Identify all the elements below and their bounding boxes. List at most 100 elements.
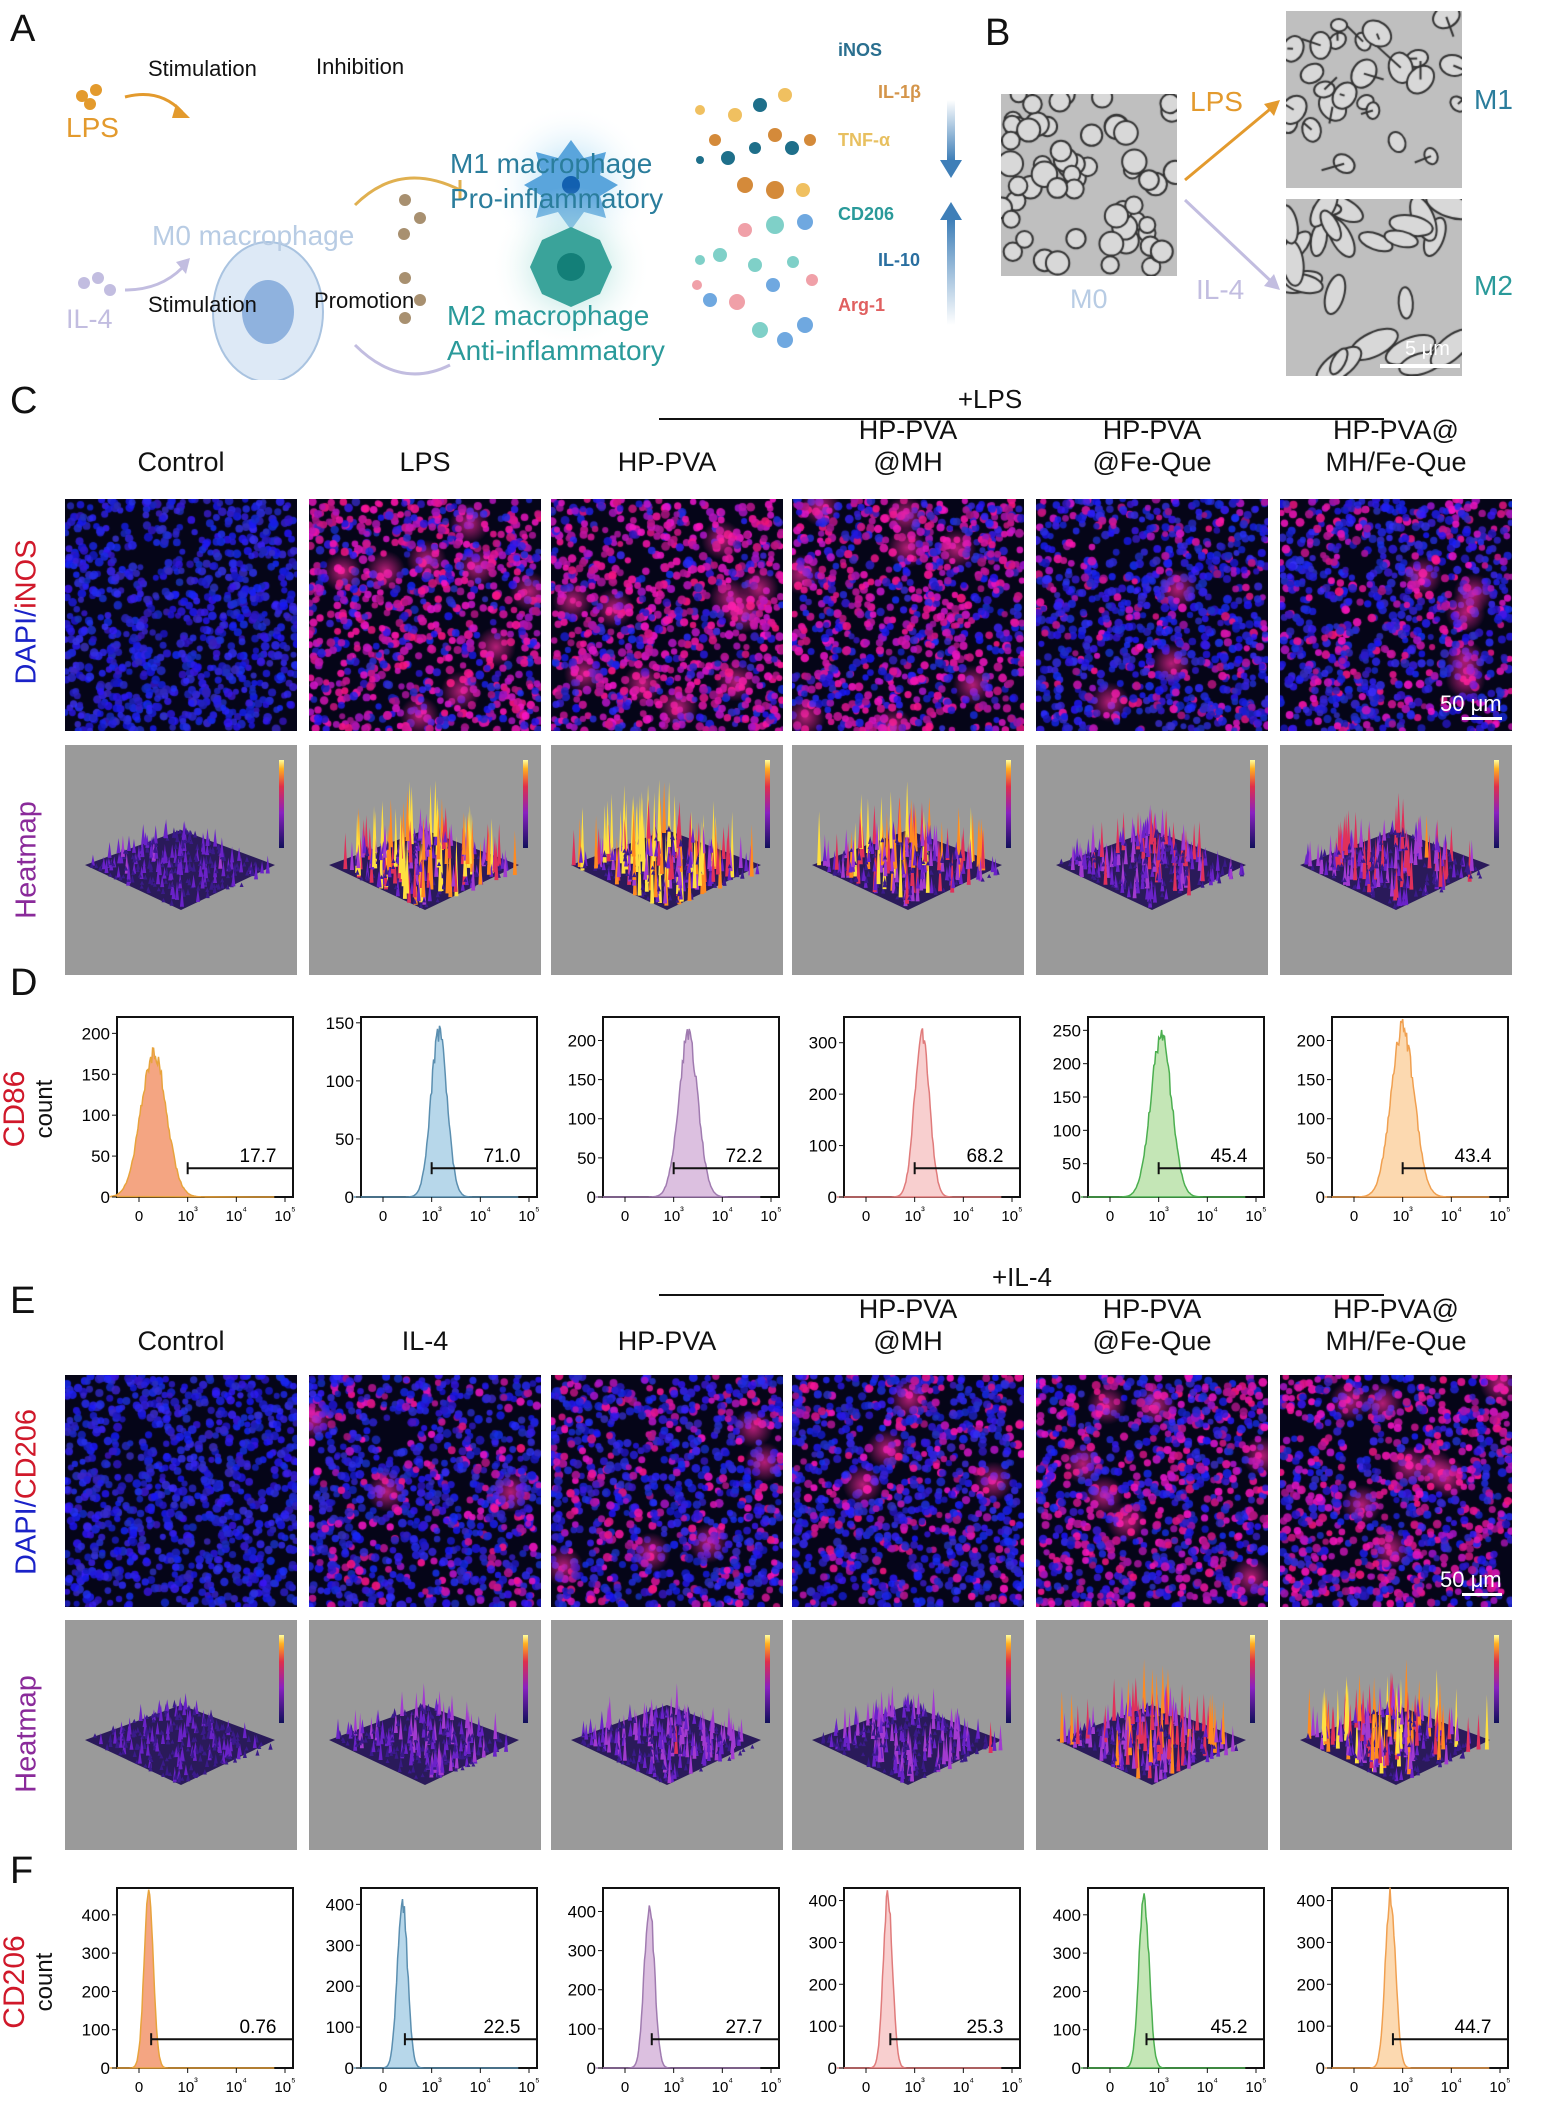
- x-tick-label: 10⁴: [226, 2076, 248, 2096]
- y-tick-label: 0: [345, 2059, 354, 2078]
- gate-marker: [672, 1162, 779, 1175]
- y-tick-label: 150: [1297, 1071, 1325, 1090]
- marker-cd206: CD206: [838, 204, 895, 224]
- m0-cell-icon: [212, 241, 324, 380]
- y-tick-label: 0: [587, 2059, 596, 2078]
- heatmap-colorbar: [1250, 760, 1255, 848]
- fluorescence-image: [551, 499, 783, 731]
- heatmap-surface: [1056, 760, 1255, 910]
- heatmap-plot: [309, 1620, 541, 1850]
- marker-inos: iNOS: [838, 40, 883, 60]
- x-tick-label: 10³: [1148, 2076, 1169, 2096]
- gate-marker: [150, 2033, 293, 2046]
- flow-histogram: 0 100 200 300 400 0 10³ 10⁴ 10⁵ 27.7: [558, 1878, 804, 2103]
- promotion-label: Promotion: [314, 288, 415, 313]
- x-tick-label: 10⁴: [953, 1205, 975, 1225]
- x-tick-label: 10⁴: [226, 1205, 248, 1225]
- heatmap-colorbar: [765, 760, 770, 848]
- heatmap-colorbar: [765, 1635, 770, 1723]
- x-tick-label: 10⁴: [712, 1205, 734, 1225]
- dapi-label: DAPI/: [10, 608, 43, 685]
- b-lps-label: LPS: [1190, 86, 1243, 117]
- marker-il10: IL-10: [878, 250, 921, 270]
- heatmap-plot: [792, 745, 1024, 975]
- column-header: HP-PVA @Fe-Que: [1092, 415, 1212, 477]
- gate-marker: [1145, 2033, 1264, 2046]
- stimulation-label: Stimulation: [148, 292, 257, 317]
- x-tick-label: 0: [379, 1208, 387, 1225]
- marker-il1b: IL-1β: [878, 82, 921, 102]
- m2-micrograph: [1286, 199, 1462, 376]
- x-tick-label: 10⁴: [470, 2076, 492, 2096]
- y-tick-label: 400: [82, 1906, 110, 1925]
- heatmap-colorbar: [279, 1635, 284, 1723]
- fluorescence-image: [1280, 499, 1512, 731]
- lps-label: LPS: [66, 112, 119, 143]
- flow-histogram: 0 50 100 150 200 250 0 10³ 10⁴ 10⁵ 45.4: [1043, 1007, 1289, 1232]
- y-tick-label: 0: [1072, 2059, 1081, 2078]
- scale-bar: [1462, 717, 1502, 720]
- x-tick-label: 10⁵: [1489, 1205, 1510, 1225]
- heatmap-surface: [812, 760, 1011, 910]
- lps-particles-icon: [76, 84, 102, 110]
- flow-histogram: 0 50 100 150 200 0 10³ 10⁴ 10⁵ 43.4: [1287, 1007, 1533, 1232]
- m2-title: M2 macrophage: [447, 300, 650, 331]
- histogram-curve: [595, 1028, 761, 1198]
- heatmap-plot: [1036, 745, 1268, 975]
- scale-label: 50 μm: [1440, 1567, 1502, 1592]
- heatmap-colorbar: [523, 760, 528, 848]
- cd206-label: CD206: [0, 1935, 31, 2029]
- il4-particles-icon: [78, 272, 116, 296]
- y-tick-label: 100: [568, 2020, 596, 2039]
- y-tick-label: 100: [1053, 1121, 1081, 1140]
- y-tick-label: 300: [1297, 1933, 1325, 1952]
- lps-treatment-line: [659, 418, 1384, 420]
- y-tick-label: 100: [568, 1110, 596, 1129]
- gate-percentage: 0.76: [240, 2017, 277, 2038]
- fluorescence-image: [792, 499, 1024, 731]
- y-tick-label: 200: [1053, 1055, 1081, 1074]
- gate-percentage: 44.7: [1455, 2017, 1492, 2038]
- m2-cytokines-icon: [692, 214, 818, 348]
- x-tick-label: 10⁴: [1441, 1205, 1463, 1225]
- y-tick-label: 0: [828, 2059, 837, 2078]
- b-scale-label: 5 μm: [1405, 338, 1450, 360]
- y-tick-label: 0: [587, 1188, 596, 1207]
- x-tick-label: 10³: [904, 2076, 925, 2096]
- down-arrow-icon: [947, 100, 955, 160]
- x-tick-label: 10⁵: [760, 1205, 781, 1225]
- fluorescence-image: [1036, 1375, 1268, 1607]
- b-il4-label: IL-4: [1196, 274, 1245, 305]
- x-tick-label: 10³: [904, 1205, 925, 1225]
- y-tick-label: 300: [809, 1034, 837, 1053]
- y-tick-label: 0: [1316, 2059, 1325, 2078]
- x-tick-label: 10⁵: [518, 1205, 539, 1225]
- y-tick-label: 100: [1053, 2021, 1081, 2040]
- y-tick-label: 200: [82, 1024, 110, 1043]
- m1-label: M1 macrophage Pro-inflammatory: [450, 146, 663, 216]
- gate-marker: [1391, 2033, 1508, 2046]
- y-tick-label: 50: [1306, 1149, 1325, 1168]
- x-tick-label: 10³: [1148, 1205, 1169, 1225]
- heatmap-plot: [1280, 1620, 1512, 1850]
- e-row2-label: Heatmap: [10, 1675, 43, 1793]
- d-ylabel: CD86 count: [0, 1071, 60, 1148]
- gate-percentage: 72.2: [726, 1146, 763, 1167]
- column-header: HP-PVA@ MH/Fe-Que: [1325, 1294, 1467, 1356]
- fluorescence-image: [65, 1375, 297, 1607]
- gate-percentage: 71.0: [484, 1146, 521, 1167]
- plot-frame: [843, 1887, 1021, 2069]
- x-tick-label: 0: [1350, 1208, 1358, 1225]
- y-tick-label: 200: [1297, 1031, 1325, 1050]
- x-tick-label: 0: [862, 1208, 870, 1225]
- x-tick-label: 10³: [663, 2076, 684, 2096]
- fluorescence-image: [551, 1375, 783, 1607]
- il4-label: IL-4: [66, 304, 113, 334]
- x-tick-label: 10⁵: [1489, 2076, 1510, 2096]
- cd86-label: CD86: [0, 1070, 31, 1148]
- y-tick-label: 300: [82, 1944, 110, 1963]
- x-tick-label: 10⁵: [1001, 1205, 1022, 1225]
- b-scale-bar: [1380, 364, 1460, 368]
- column-header: Control: [137, 447, 225, 477]
- gate-marker: [913, 1162, 1020, 1175]
